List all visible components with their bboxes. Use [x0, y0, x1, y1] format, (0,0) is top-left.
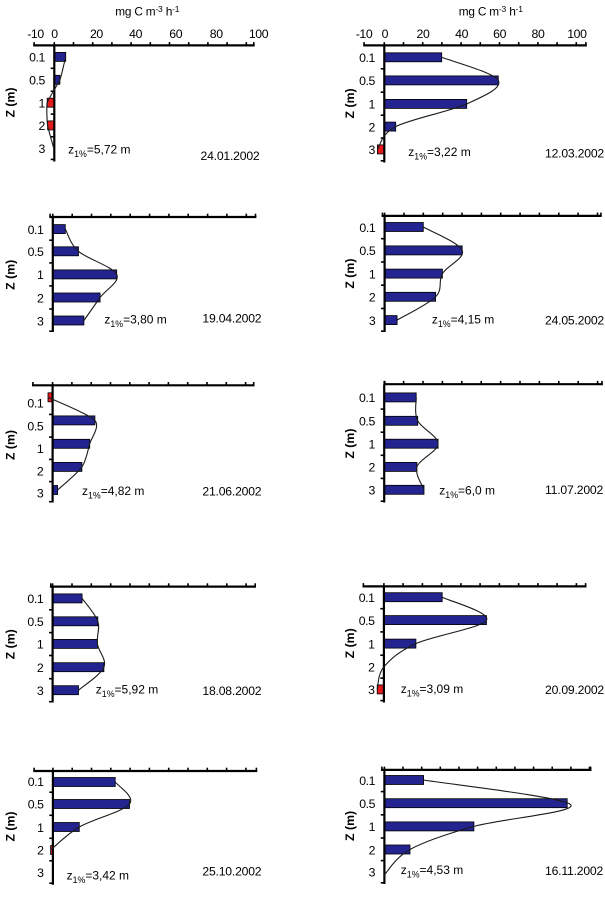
svg-text:3: 3 — [37, 684, 44, 698]
svg-text:80: 80 — [210, 27, 223, 41]
svg-text:0.1: 0.1 — [27, 397, 43, 411]
svg-text:Z (m): Z (m) — [4, 87, 18, 117]
svg-text:24.01.2002: 24.01.2002 — [201, 149, 260, 163]
svg-text:Z (m): Z (m) — [4, 260, 18, 290]
svg-text:100: 100 — [567, 27, 587, 41]
svg-text:2: 2 — [368, 661, 375, 675]
svg-text:3: 3 — [369, 866, 376, 880]
svg-text:0.5: 0.5 — [359, 244, 375, 258]
svg-text:0.5: 0.5 — [359, 74, 375, 88]
svg-text:3: 3 — [37, 487, 44, 501]
svg-text:-10: -10 — [356, 27, 373, 41]
svg-text:0.1: 0.1 — [359, 221, 375, 235]
svg-text:1: 1 — [369, 820, 376, 834]
svg-text:25.10.2002: 25.10.2002 — [202, 865, 261, 879]
svg-text:Z (m): Z (m) — [4, 629, 18, 659]
svg-text:0.1: 0.1 — [359, 51, 375, 65]
svg-text:1: 1 — [369, 98, 376, 112]
svg-text:20: 20 — [90, 27, 103, 41]
svg-text:0.1: 0.1 — [359, 391, 375, 405]
svg-text:0.5: 0.5 — [27, 615, 43, 629]
svg-text:1: 1 — [37, 442, 44, 456]
svg-text:1: 1 — [368, 637, 375, 651]
svg-text:0.5: 0.5 — [359, 797, 375, 811]
svg-text:0.5: 0.5 — [29, 74, 45, 88]
svg-text:Z (m): Z (m) — [343, 628, 357, 658]
svg-text:3: 3 — [369, 143, 376, 157]
svg-text:21.06.2002: 21.06.2002 — [202, 485, 261, 499]
svg-text:2: 2 — [39, 119, 46, 133]
svg-text:12.03.2002: 12.03.2002 — [545, 147, 604, 161]
svg-text:0.1: 0.1 — [28, 223, 44, 237]
svg-text:1: 1 — [368, 438, 375, 452]
svg-text:3: 3 — [37, 866, 44, 880]
svg-text:0.1: 0.1 — [28, 775, 44, 789]
svg-text:Z (m): Z (m) — [343, 811, 357, 841]
svg-text:mg C m-3 h-1: mg C m-3 h-1 — [115, 4, 180, 18]
svg-text:0: 0 — [382, 27, 389, 41]
svg-text:1: 1 — [37, 638, 44, 652]
svg-text:Z (m): Z (m) — [343, 429, 357, 459]
svg-text:3: 3 — [369, 314, 376, 328]
svg-text:3: 3 — [39, 142, 46, 156]
svg-text:mg C m-3 h-1: mg C m-3 h-1 — [459, 4, 524, 18]
svg-text:60: 60 — [493, 27, 506, 41]
svg-text:1: 1 — [369, 267, 376, 281]
svg-text:0.1: 0.1 — [359, 591, 375, 605]
svg-text:11.07.2002: 11.07.2002 — [545, 483, 604, 497]
svg-text:0.5: 0.5 — [28, 245, 44, 259]
svg-text:0.1: 0.1 — [29, 51, 45, 65]
svg-text:2: 2 — [368, 461, 375, 475]
svg-text:0.5: 0.5 — [359, 415, 375, 429]
svg-text:3: 3 — [368, 484, 375, 498]
svg-text:0.1: 0.1 — [27, 592, 43, 606]
svg-text:1: 1 — [37, 268, 44, 282]
svg-text:Z (m): Z (m) — [4, 811, 18, 841]
svg-text:19.04.2002: 19.04.2002 — [202, 312, 261, 326]
svg-text:20.09.2002: 20.09.2002 — [545, 683, 604, 697]
svg-text:40: 40 — [129, 27, 142, 41]
svg-text:2: 2 — [369, 843, 376, 857]
svg-text:0.5: 0.5 — [359, 614, 375, 628]
svg-text:0.1: 0.1 — [359, 774, 375, 788]
svg-text:100: 100 — [249, 27, 269, 41]
svg-text:Z (m): Z (m) — [343, 259, 357, 289]
svg-text:2: 2 — [37, 291, 44, 305]
svg-text:80: 80 — [532, 27, 545, 41]
svg-text:24.05.2002: 24.05.2002 — [545, 314, 604, 328]
svg-text:2: 2 — [369, 120, 376, 134]
svg-text:16.11.2002: 16.11.2002 — [545, 864, 604, 878]
svg-text:2: 2 — [37, 464, 44, 478]
svg-text:2: 2 — [37, 843, 44, 857]
svg-text:3: 3 — [368, 683, 375, 697]
svg-text:20: 20 — [417, 27, 430, 41]
svg-text:0.5: 0.5 — [27, 420, 43, 434]
svg-text:18.08.2002: 18.08.2002 — [202, 684, 261, 698]
svg-text:60: 60 — [169, 27, 182, 41]
svg-text:Z (m): Z (m) — [4, 430, 18, 460]
svg-text:3: 3 — [37, 314, 44, 328]
svg-text:0: 0 — [51, 27, 58, 41]
svg-text:Z (m): Z (m) — [343, 88, 357, 118]
svg-text:0.5: 0.5 — [28, 797, 44, 811]
svg-text:2: 2 — [369, 291, 376, 305]
svg-text:40: 40 — [455, 27, 468, 41]
svg-text:1: 1 — [39, 97, 46, 111]
svg-text:-10: -10 — [27, 27, 44, 41]
svg-text:1: 1 — [37, 821, 44, 835]
svg-text:2: 2 — [37, 661, 44, 675]
